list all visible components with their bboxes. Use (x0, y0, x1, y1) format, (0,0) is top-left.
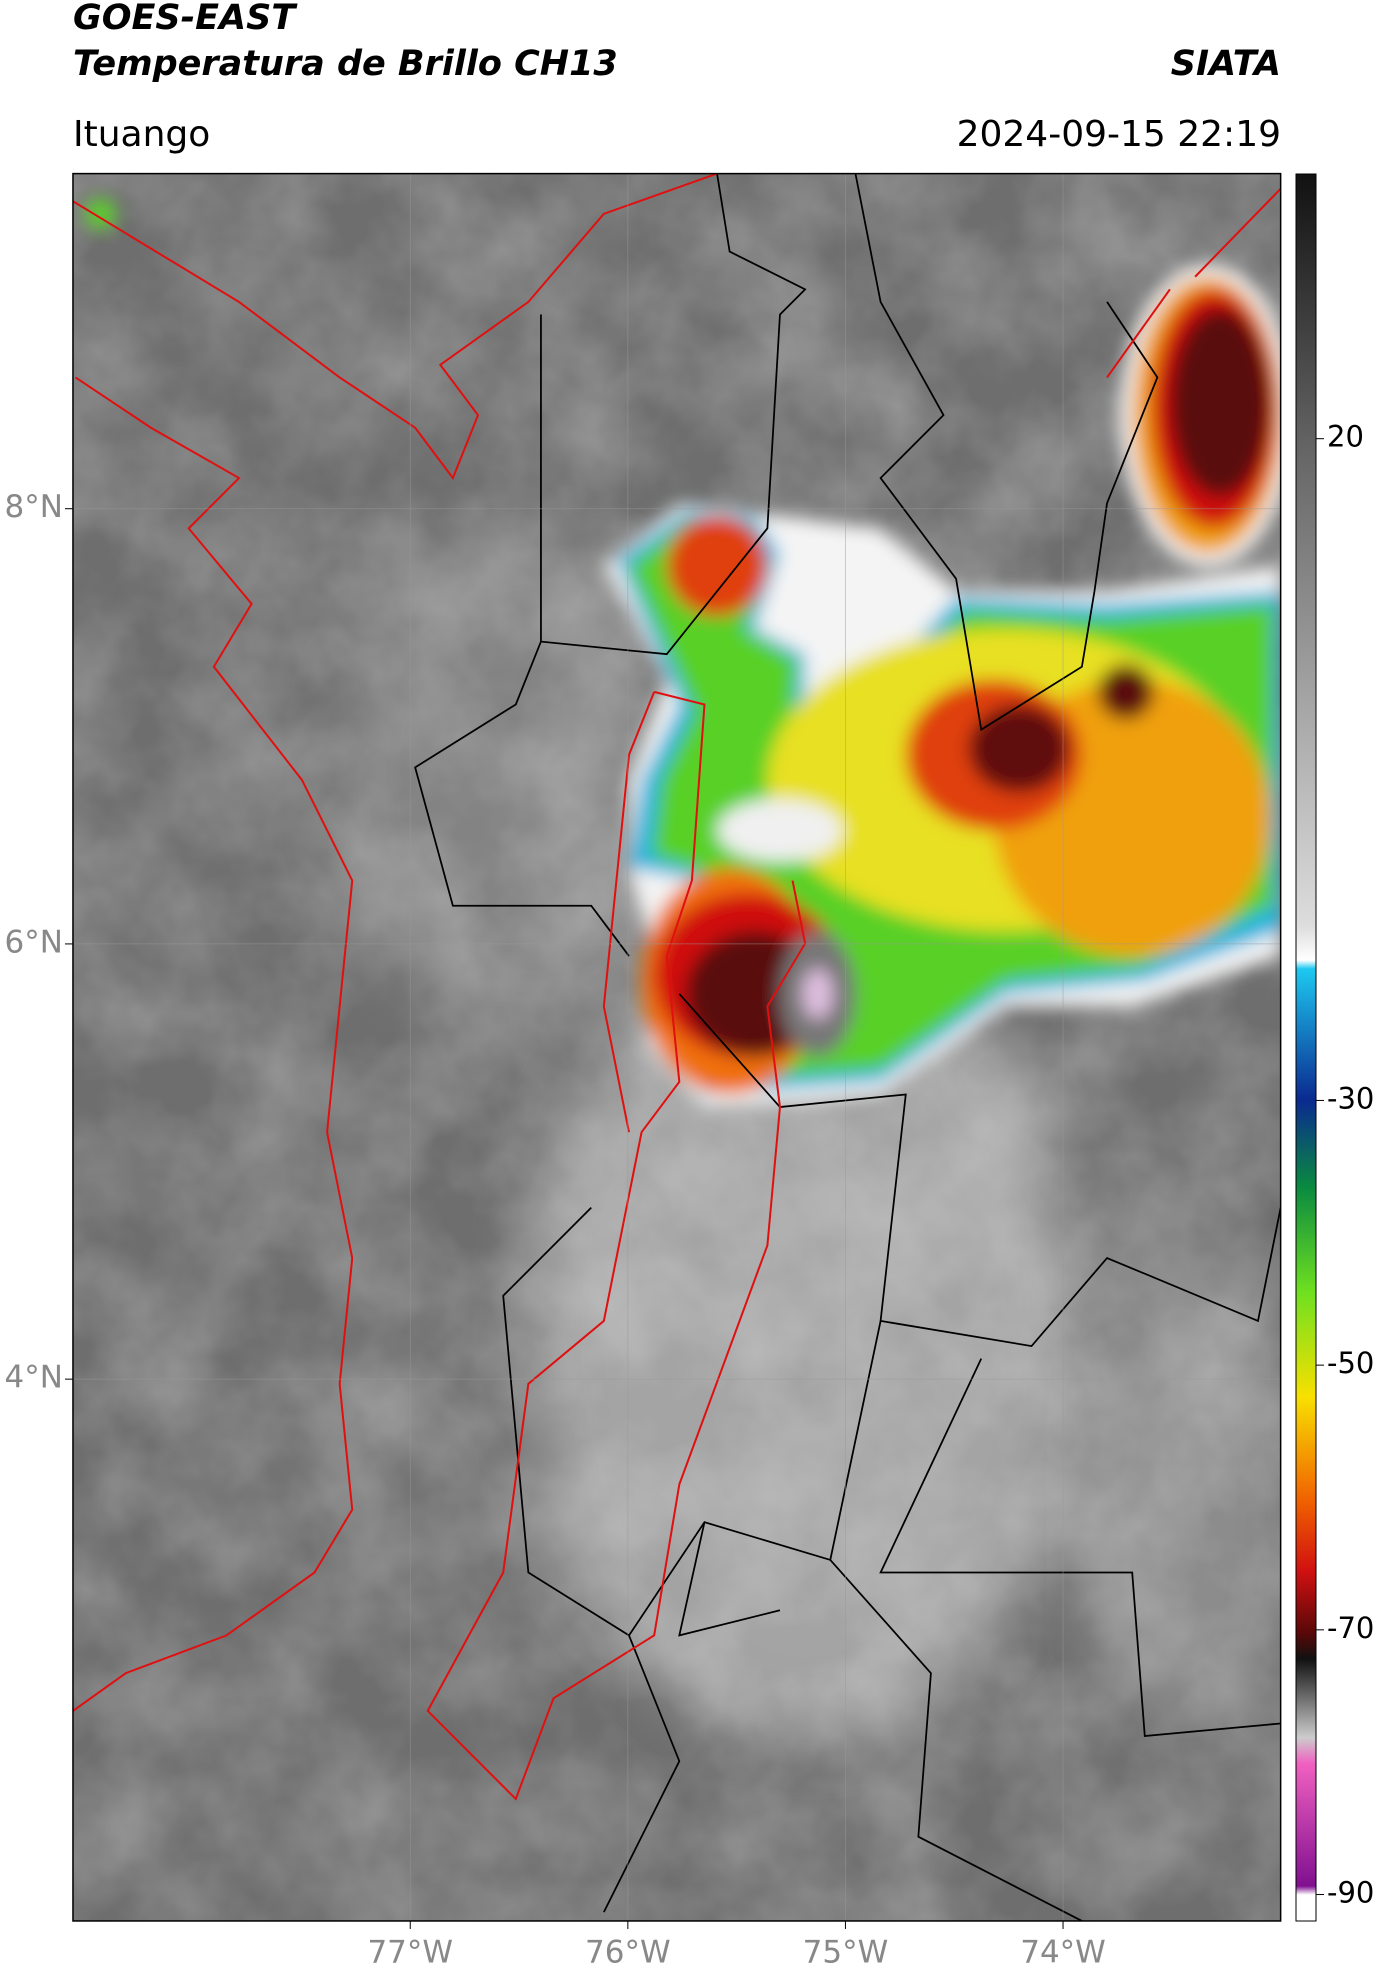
satellite-image (72, 173, 1281, 1921)
map-frame (72, 172, 1282, 1922)
convective-clouds (85, 198, 1281, 1108)
location: Ituango (73, 114, 210, 155)
map (72, 172, 1282, 1922)
lon-tick-label: 74°W (1020, 1934, 1106, 1970)
lat-tick-label: 6°N (5, 924, 63, 960)
colorbar-tick-label: -70 (1327, 1611, 1374, 1645)
admin-borders (414, 173, 1281, 1921)
lon-tick-label: 77°W (367, 1934, 453, 1970)
agency: SIATA (1171, 44, 1281, 84)
lon-tick-label: 76°W (585, 1934, 671, 1970)
colorbar-tick-label: 20 (1327, 420, 1364, 454)
colorbar-tick-label: -50 (1327, 1346, 1374, 1380)
colorbar-tick-label: -90 (1327, 1876, 1374, 1910)
satellite-title: GOES-EAST (73, 0, 298, 38)
product-title: Temperatura de Brillo CH13 (73, 44, 618, 84)
coastline (72, 173, 1281, 1801)
datetime: 2024-09-15 22:19 (957, 114, 1281, 155)
lat-tick-label: 8°N (5, 489, 63, 525)
lon-tick-label: 75°W (803, 1934, 889, 1970)
graticule (72, 173, 1281, 1921)
colorbar-tick-label: -30 (1327, 1081, 1374, 1115)
lat-tick-label: 4°N (5, 1360, 63, 1396)
colorbar (1295, 173, 1317, 1922)
